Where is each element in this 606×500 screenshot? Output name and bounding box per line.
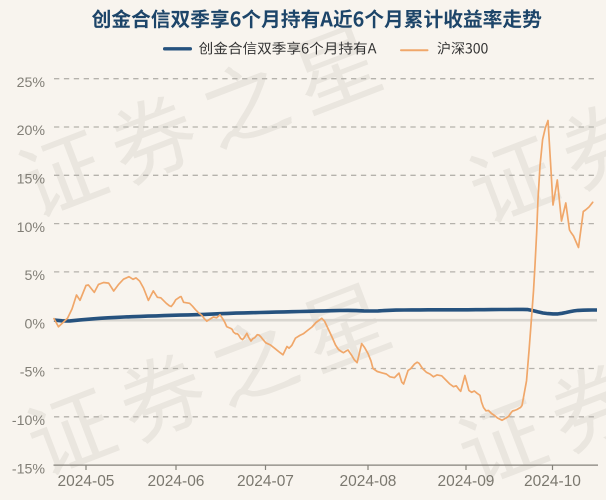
svg-text:20%: 20% bbox=[17, 123, 46, 139]
svg-text:2024-06: 2024-06 bbox=[148, 473, 205, 490]
svg-text:-5%: -5% bbox=[20, 365, 46, 381]
svg-text:0%: 0% bbox=[24, 316, 45, 332]
svg-text:-10%: -10% bbox=[12, 413, 46, 429]
svg-text:2024-08: 2024-08 bbox=[340, 473, 397, 490]
svg-text:2024-07: 2024-07 bbox=[237, 473, 294, 490]
svg-text:25%: 25% bbox=[17, 75, 46, 91]
svg-text:-15%: -15% bbox=[12, 461, 46, 477]
svg-text:10%: 10% bbox=[17, 220, 46, 236]
svg-text:2024-09: 2024-09 bbox=[438, 473, 495, 490]
svg-text:5%: 5% bbox=[24, 268, 45, 284]
svg-text:2024-05: 2024-05 bbox=[58, 473, 115, 490]
svg-text:15%: 15% bbox=[17, 172, 46, 188]
svg-text:2024-10: 2024-10 bbox=[524, 473, 581, 490]
